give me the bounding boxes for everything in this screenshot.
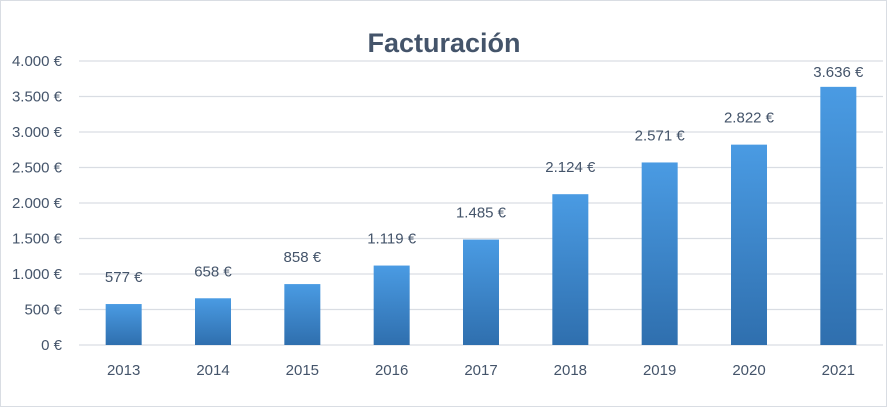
data-label: 2.822 €	[724, 110, 775, 127]
data-label: 3.636 €	[813, 64, 864, 81]
x-tick-label: 2019	[643, 362, 676, 379]
bar	[731, 144, 767, 345]
y-tick-label: 2.000 €	[12, 195, 63, 212]
y-tick-label: 0 €	[41, 337, 63, 354]
data-label: 1.119 €	[367, 231, 417, 248]
x-tick-label: 2018	[554, 362, 587, 379]
x-tick-label: 2017	[464, 362, 497, 379]
data-label: 2.124 €	[545, 159, 596, 176]
bar	[820, 86, 857, 346]
x-tick-label: 2014	[196, 362, 229, 379]
y-tick-label: 4.000 €	[12, 53, 63, 70]
x-tick-label: 2021	[822, 362, 855, 379]
data-label: 858 €	[284, 249, 322, 266]
bar	[284, 284, 321, 345]
bar	[641, 162, 678, 345]
y-tick-label: 500 €	[24, 302, 62, 319]
bar	[195, 298, 231, 345]
data-label: 1.485 €	[456, 205, 507, 222]
data-label: 2.571 €	[635, 127, 686, 144]
y-tick-label: 3.000 €	[12, 124, 63, 141]
chart-title: Facturación	[367, 28, 520, 58]
bar	[373, 265, 410, 345]
bar	[463, 239, 499, 345]
data-label: 577 €	[105, 269, 143, 286]
x-tick-label: 2015	[286, 362, 319, 379]
x-tick-label: 2013	[107, 362, 140, 379]
x-tick-label: 2020	[732, 362, 765, 379]
y-tick-label: 1.000 €	[12, 266, 63, 283]
bar	[105, 304, 142, 345]
y-tick-label: 2.500 €	[12, 160, 63, 177]
y-tick-label: 1.500 €	[12, 231, 63, 248]
data-label: 658 €	[194, 263, 232, 280]
y-tick-label: 3.500 €	[12, 89, 63, 106]
bar	[552, 194, 589, 345]
x-tick-label: 2016	[375, 362, 408, 379]
